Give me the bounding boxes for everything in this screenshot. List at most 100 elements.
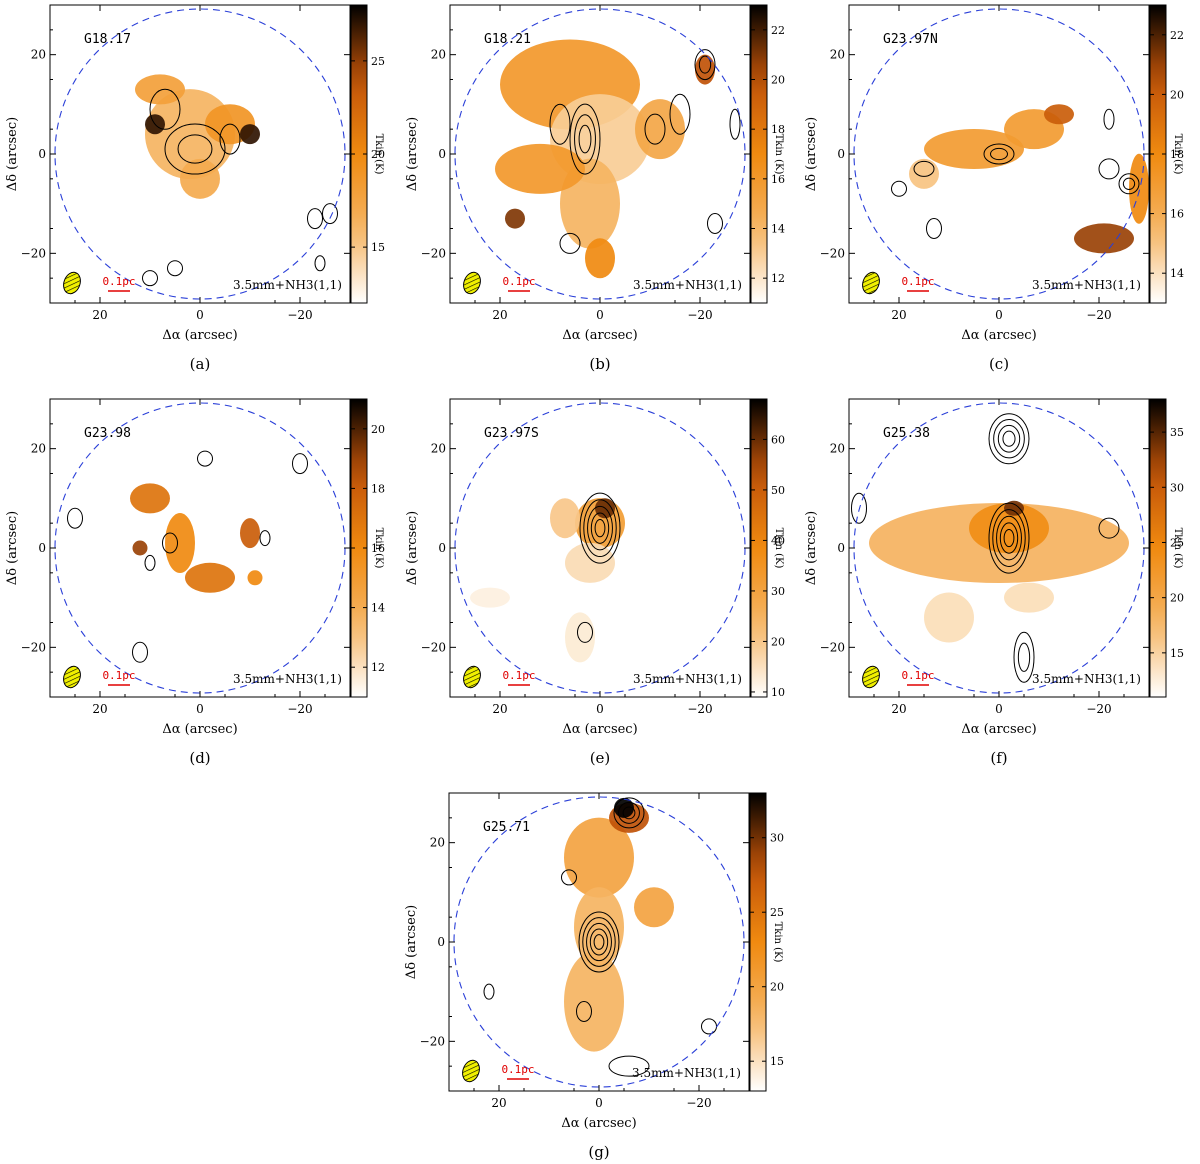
dust-contour	[1003, 528, 1015, 548]
dust-contour	[992, 509, 1026, 567]
tkin-blob	[180, 158, 220, 199]
y-axis-label: Δδ (arcsec)	[5, 117, 20, 191]
colorbar-tick-label: 16	[771, 173, 785, 186]
source-name: G23.98	[84, 426, 131, 441]
colorbar-tick-label: 22	[1170, 29, 1184, 42]
scale-bar-label: 0.1pc	[502, 669, 535, 682]
panel-a: 20 0 −20 20 0 −20 Δα (arcsec) Δδ (arcsec) G18.17…	[5, 4, 385, 373]
tkin-blob	[1004, 582, 1054, 613]
dust-contour	[891, 180, 907, 197]
tkin-blob	[130, 483, 170, 514]
x-tick-label: −20	[1086, 702, 1111, 716]
tkin-blob	[564, 951, 624, 1052]
x-tick-label: 0	[196, 308, 204, 322]
scale-bar-label: 0.1pc	[501, 1063, 534, 1076]
colorbar-tick-label: 14	[771, 223, 785, 236]
dust-contour	[913, 160, 935, 177]
colorbar-tick-label: 25	[1170, 536, 1184, 549]
colorbar-tick-label: 60	[771, 433, 785, 446]
dust-contour	[144, 554, 156, 571]
y-tick-label: 20	[430, 836, 445, 850]
panel-label: (b)	[589, 355, 610, 373]
dust-contour	[590, 512, 610, 544]
colorbar-tick-label: 16	[371, 542, 385, 555]
y-tick-label: 20	[431, 48, 446, 62]
colorbar-tick-label: 40	[771, 534, 785, 547]
y-axis-label: Δδ (arcsec)	[404, 905, 419, 979]
dust-contour	[1098, 158, 1120, 180]
source-name: G18.21	[484, 32, 531, 47]
colorbar-label: Tkin (K)	[773, 528, 784, 569]
tkin-blob	[924, 129, 1024, 170]
annotation-label: 3.5mm+NH3(1,1)	[633, 672, 742, 686]
dust-contour	[1103, 108, 1115, 130]
dust-contour	[578, 124, 592, 154]
x-tick-label: 20	[491, 1096, 506, 1110]
annotation-label: 3.5mm+NH3(1,1)	[632, 1066, 741, 1080]
y-axis-label: Δδ (arcsec)	[5, 511, 20, 585]
x-tick-label: −20	[687, 702, 712, 716]
colorbar-tick-label: 20	[771, 74, 785, 87]
annotation-label: 3.5mm+NH3(1,1)	[233, 278, 342, 292]
y-tick-label: 0	[38, 541, 46, 555]
x-tick-label: −20	[287, 308, 312, 322]
dust-contour	[576, 1001, 592, 1023]
colorbar-tick-label: 16	[1170, 208, 1184, 221]
contour-layer	[67, 450, 308, 663]
x-tick-label: 0	[595, 1096, 603, 1110]
dust-contour	[694, 49, 716, 81]
dust-contour	[926, 218, 942, 239]
y-tick-label: 20	[31, 442, 46, 456]
contour-layer	[577, 492, 621, 643]
source-name: G18.17	[84, 32, 131, 47]
dust-contour	[589, 928, 609, 956]
colorbar	[1149, 398, 1167, 698]
colorbar-label: Tkin (K)	[373, 134, 384, 175]
dust-contour	[164, 123, 226, 175]
dust-contour	[579, 492, 621, 564]
y-tick-label: 20	[830, 48, 845, 62]
dust-contour	[577, 621, 593, 643]
tkin-blob	[614, 797, 634, 818]
colorbar-tick-label: 20	[1170, 592, 1184, 605]
dust-contour	[569, 103, 601, 175]
dust-contour	[996, 515, 1022, 561]
dust-contour	[162, 532, 178, 554]
tkin-blob	[565, 542, 615, 583]
dust-contour	[988, 502, 1030, 574]
dust-contour	[583, 499, 617, 558]
panel-label: (d)	[189, 749, 210, 767]
dust-contour	[561, 869, 577, 886]
dust-contour	[729, 108, 741, 140]
panel-g: 20 0 −20 20 0 −20 Δα (arcsec) Δδ (arcsec) G25.71…	[404, 792, 784, 1161]
x-axis-label: Δα (arcsec)	[561, 1116, 636, 1131]
y-axis-label: Δδ (arcsec)	[405, 511, 420, 585]
tkin-blob	[565, 612, 595, 663]
dust-contour	[1002, 430, 1016, 447]
y-tick-label: 0	[38, 147, 46, 161]
tkin-blob	[505, 208, 525, 229]
annotation-label: 3.5mm+NH3(1,1)	[1032, 672, 1141, 686]
tkin-blob	[240, 124, 260, 145]
dust-contour	[618, 801, 640, 824]
colorbar-tick-label: 25	[371, 55, 385, 68]
dust-contour	[851, 492, 867, 524]
colorbar-tick-label: 12	[371, 661, 385, 674]
scale-bar-label: 0.1pc	[102, 275, 135, 288]
emission-layer	[564, 797, 674, 1052]
colorbar-tick-label: 14	[1170, 267, 1184, 280]
y-tick-label: −20	[421, 246, 446, 260]
dust-contour	[997, 424, 1021, 453]
contour-layer	[142, 88, 338, 287]
colorbar	[750, 4, 768, 304]
dust-contour	[142, 270, 158, 287]
y-tick-label: 20	[431, 442, 446, 456]
dust-contour	[219, 123, 241, 155]
source-name: G23.97N	[883, 32, 938, 47]
dust-contour	[669, 93, 691, 135]
x-tick-label: −20	[287, 702, 312, 716]
x-tick-label: 0	[596, 702, 604, 716]
panel-label: (c)	[989, 355, 1009, 373]
tkin-blob	[564, 817, 634, 898]
dust-contour	[1017, 642, 1031, 672]
